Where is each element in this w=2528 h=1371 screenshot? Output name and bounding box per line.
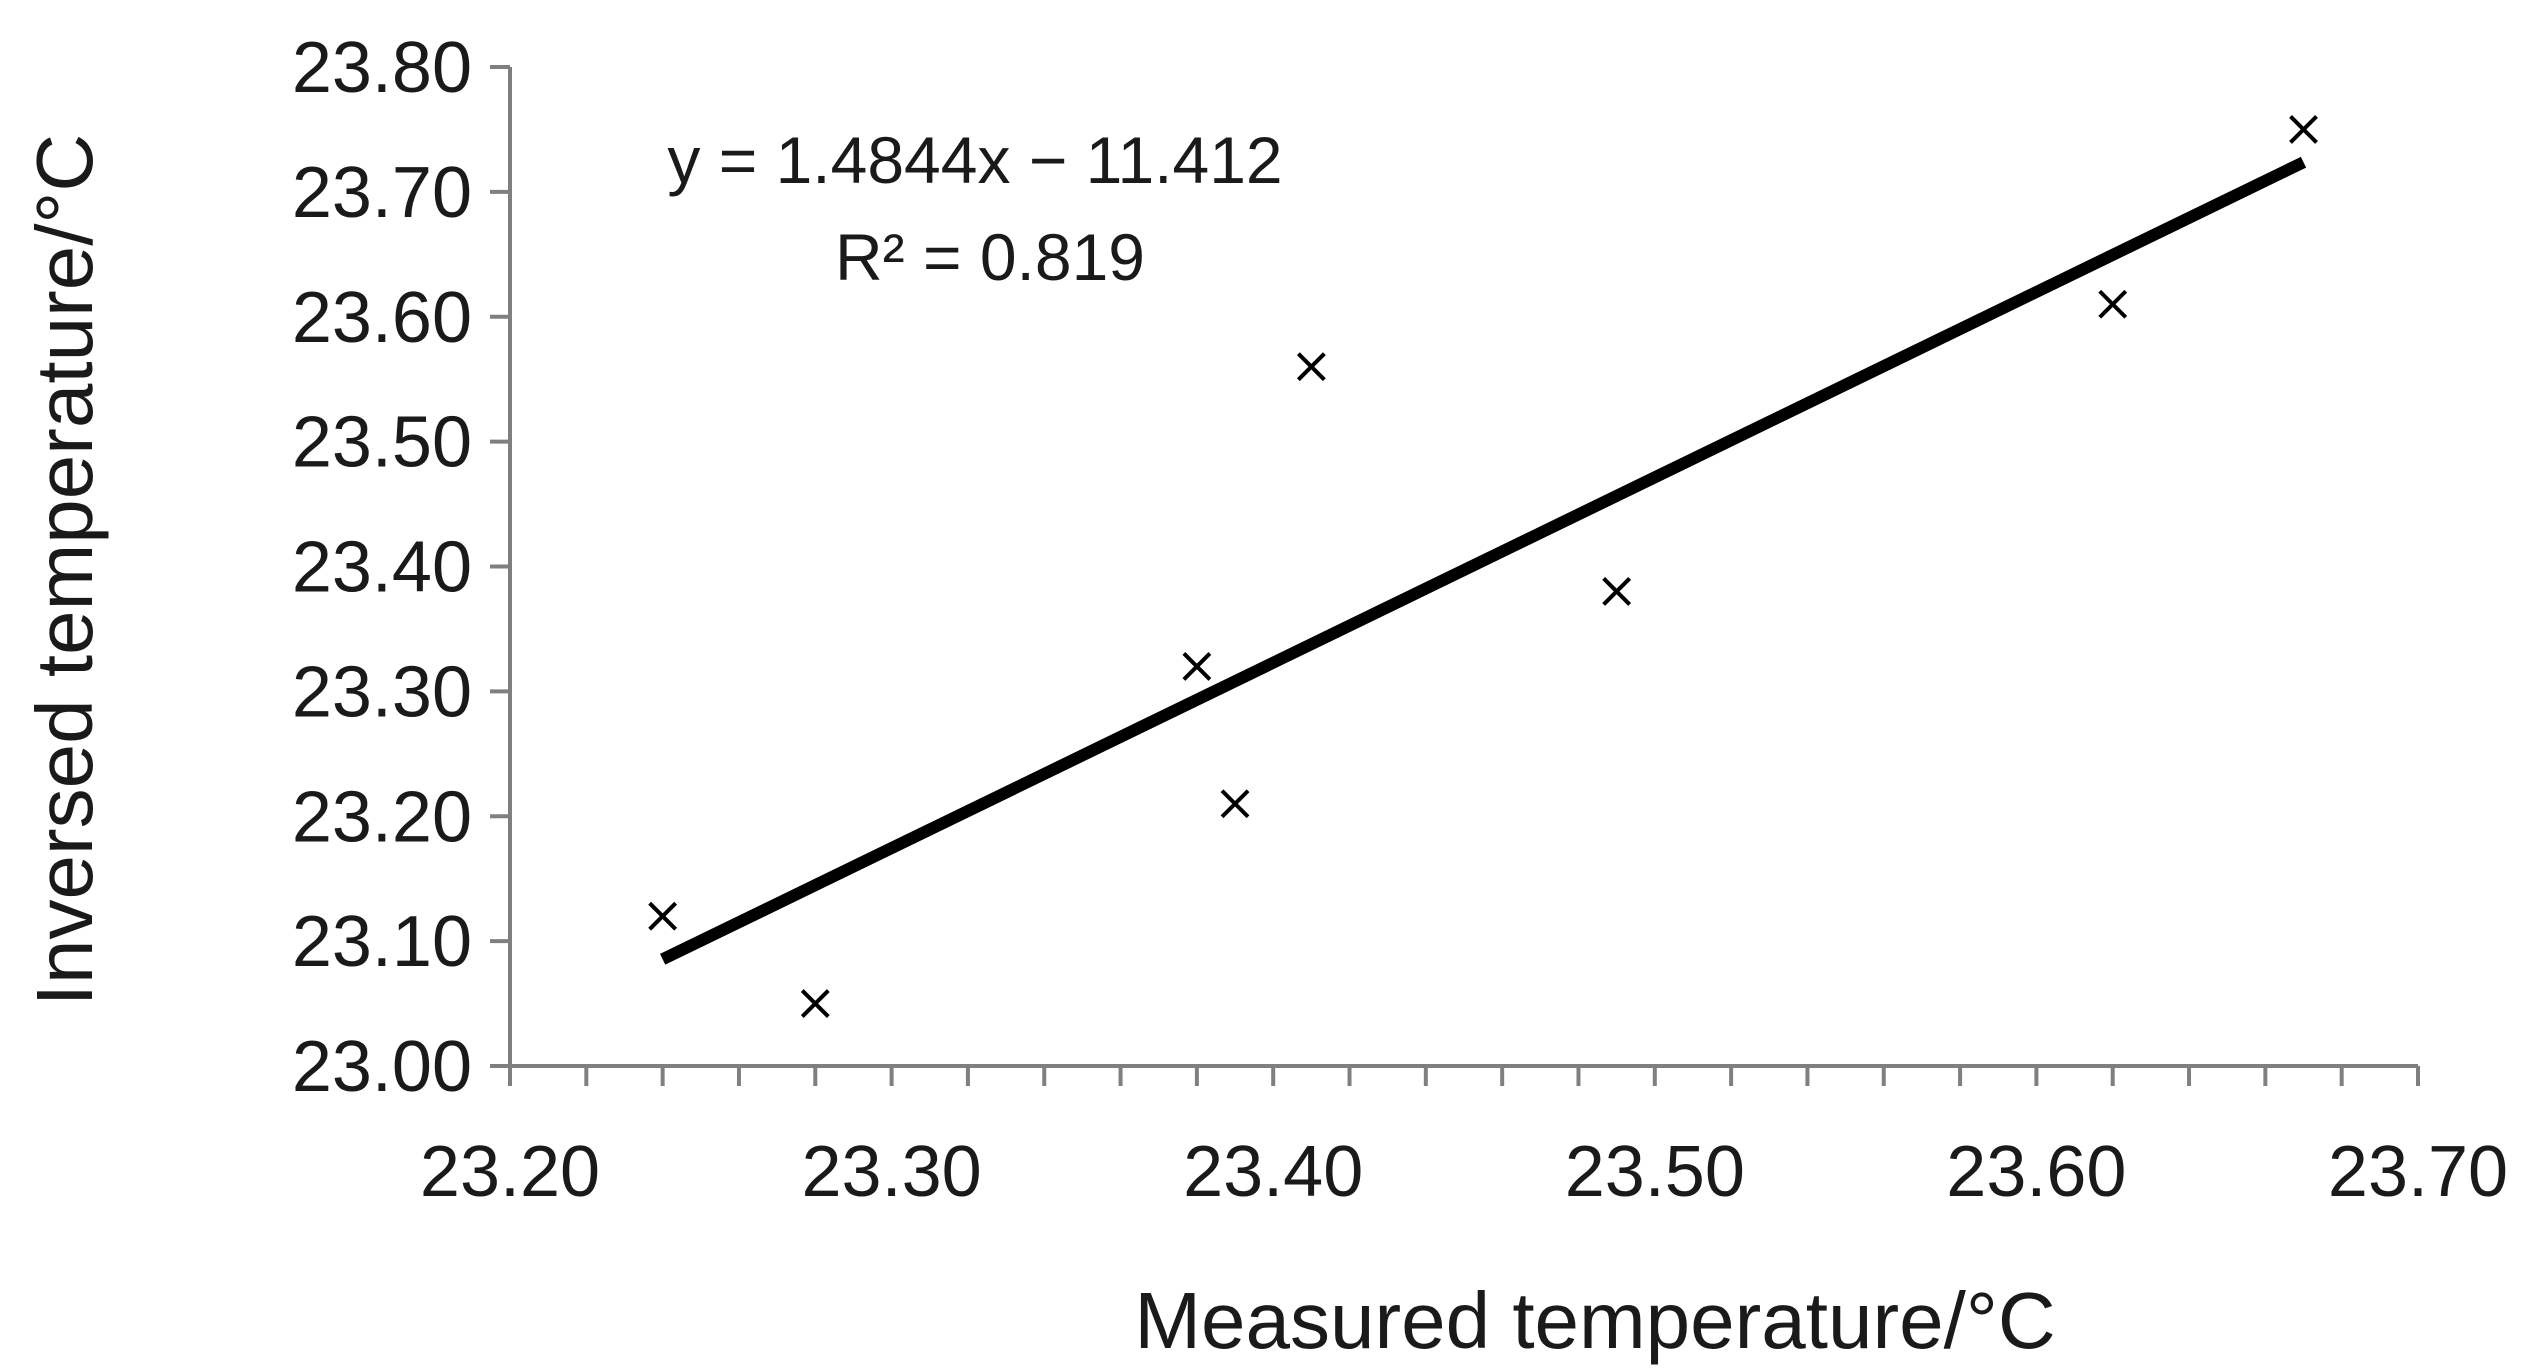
data-point-3-stroke-b — [1220, 789, 1250, 819]
data-point-6 — [2098, 289, 2128, 319]
data-point-4 — [1296, 352, 1326, 382]
trendline-r-squared: R² = 0.819 — [835, 220, 1145, 294]
y-tick-label-3: 23.30 — [292, 652, 472, 732]
y-tick-label-2: 23.20 — [292, 777, 472, 857]
data-point-7 — [2289, 115, 2318, 144]
data-point-4-stroke-b — [1296, 352, 1326, 382]
x-tick-label-5: 23.70 — [2328, 1132, 2508, 1212]
y-tick-label-6: 23.60 — [292, 278, 472, 358]
data-points — [648, 115, 2318, 1018]
data-point-0 — [648, 901, 678, 931]
data-point-1-stroke-b — [800, 989, 830, 1018]
y-tick-label-1: 23.10 — [292, 902, 472, 982]
data-point-3 — [1220, 789, 1250, 819]
trendline — [660, 156, 2307, 965]
data-point-5-stroke-b — [1602, 577, 1632, 606]
y-axis-title: Inversed temperature/°C — [20, 134, 109, 1006]
data-point-7-stroke-b — [2289, 115, 2318, 144]
trendline-equation: y = 1.4844x − 11.412 — [667, 123, 1282, 197]
y-tick-label-4: 23.40 — [292, 528, 472, 608]
x-axis-title: Measured temperature/°C — [1134, 1276, 2055, 1365]
x-tick-label-4: 23.60 — [1946, 1132, 2126, 1212]
y-tick-label-8: 23.80 — [292, 28, 472, 108]
data-point-2-stroke-b — [1182, 651, 1212, 681]
data-point-2 — [1182, 651, 1212, 681]
y-tick-label-0: 23.00 — [292, 1027, 472, 1107]
data-point-1 — [800, 989, 830, 1018]
y-tick-label-5: 23.50 — [292, 403, 472, 483]
x-tick-label-2: 23.40 — [1183, 1132, 1363, 1212]
x-tick-label-1: 23.30 — [802, 1132, 982, 1212]
y-tick-label-7: 23.70 — [292, 153, 472, 233]
axes — [490, 65, 2420, 1086]
data-point-6-stroke-b — [2098, 289, 2128, 319]
x-tick-labels: 23.20 23.30 23.40 23.50 23.60 23.70 — [420, 1132, 2508, 1212]
y-tick-labels: 23.00 23.10 23.20 23.30 23.40 23.50 23.60 23.70… — [292, 28, 472, 1107]
data-point-5 — [1602, 577, 1632, 606]
x-tick-label-3: 23.50 — [1565, 1132, 1745, 1212]
x-tick-label-0: 23.20 — [420, 1132, 600, 1212]
data-point-0-stroke-b — [648, 901, 678, 931]
trendline-group — [660, 156, 2307, 965]
